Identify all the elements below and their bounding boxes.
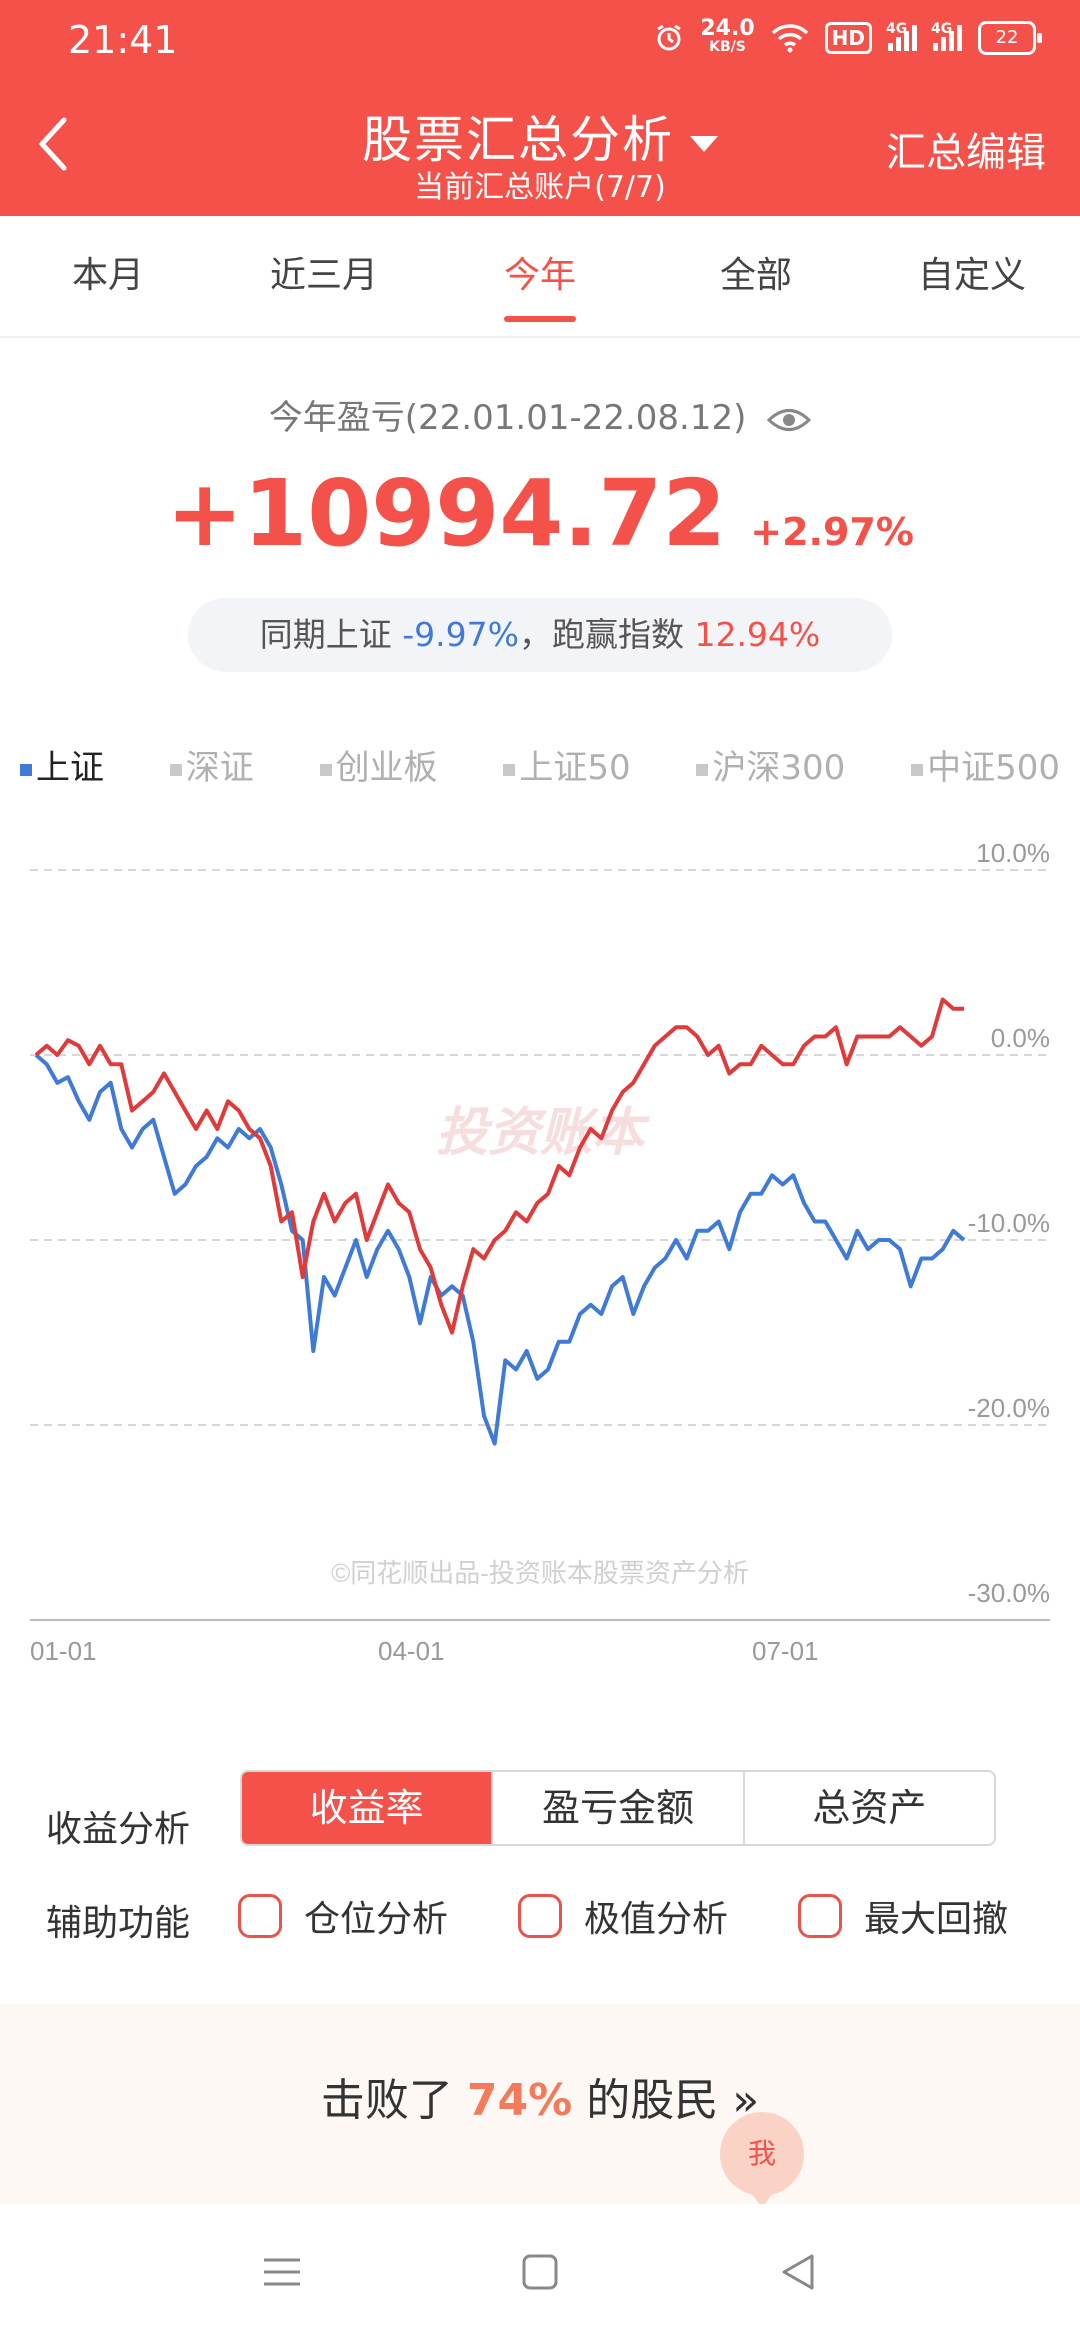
rank-text[interactable]: 击败了 74% 的股民 »: [320, 2075, 760, 2126]
y-tick-label: -30.0%: [968, 1578, 1050, 1608]
rank-percent: 74%: [466, 2075, 573, 2126]
pnl-percent: +2.97%: [750, 510, 914, 554]
checkbox-icon[interactable]: [518, 1894, 562, 1938]
period-tabs: 本月 近三月 今年 全部 自定义: [0, 216, 1080, 338]
legend-item-chinext[interactable]: 创业板: [319, 740, 438, 789]
battery-icon: 22: [978, 21, 1042, 55]
checkbox-extreme-analysis[interactable]: 极值分析: [518, 1890, 728, 1942]
series-line-index: [34, 1053, 966, 1446]
checkbox-icon[interactable]: [238, 1894, 282, 1938]
return-chart[interactable]: 10.0% 0.0% -10.0% -20.0% -30.0% 01-01 04-01 07-…: [0, 820, 1080, 1700]
pnl-amount: +10994.72: [166, 460, 727, 567]
home-square-icon[interactable]: [520, 2252, 560, 2292]
aux-label: 辅助功能: [46, 1903, 191, 1944]
option-pnl-amount[interactable]: 盈亏金额: [491, 1772, 742, 1844]
legend-item-shanghai[interactable]: 上证: [20, 740, 104, 789]
caret-down-icon[interactable]: [690, 135, 718, 152]
outperform-value: 12.94%: [694, 615, 821, 654]
eye-icon[interactable]: [767, 405, 812, 435]
chart-credit: ©同花顺出品-投资账本股票资产分析: [331, 1558, 749, 1588]
status-time: 21:41: [68, 18, 178, 62]
pnl-range-label: 今年盈亏(22.01.01-22.08.12): [0, 390, 1080, 439]
status-icons: 24.0 KB/S HD 4G 4G 22: [654, 16, 1042, 56]
menu-icon[interactable]: [262, 2252, 302, 2292]
wifi-icon: [771, 24, 808, 53]
hd-badge: HD: [824, 22, 872, 54]
back-triangle-icon[interactable]: [778, 2252, 818, 2292]
x-tick-label: 04-01: [378, 1636, 445, 1666]
network-speed: 24.0 KB/S: [700, 16, 755, 56]
tab-this-year[interactable]: 今年: [432, 216, 648, 336]
x-tick-label: 01-01: [30, 1636, 97, 1666]
tab-three-months[interactable]: 近三月: [269, 255, 378, 296]
y-tick-label: -20.0%: [968, 1393, 1050, 1423]
option-return-rate[interactable]: 收益率: [242, 1772, 492, 1844]
current-account-label: 当前汇总账户(7/7): [414, 170, 666, 205]
system-nav-bar: [0, 2204, 1080, 2340]
tab-all[interactable]: 全部: [719, 255, 792, 296]
rank-banner[interactable]: 击败了 74% 的股民 »: [0, 2004, 1080, 2204]
checkbox-max-drawdown[interactable]: 最大回撤: [798, 1890, 1008, 1942]
y-tick-label: 0.0%: [991, 1023, 1050, 1053]
back-arrow-icon[interactable]: [30, 112, 78, 176]
chart-watermark: 投资账本: [436, 1104, 650, 1162]
checkbox-icon[interactable]: [798, 1894, 842, 1938]
option-total-assets[interactable]: 总资产: [742, 1772, 994, 1844]
legend-item-sse50[interactable]: 上证50: [503, 740, 631, 789]
analysis-segmented-control: 收益率 盈亏金额 总资产: [240, 1770, 996, 1846]
tab-custom[interactable]: 自定义: [917, 255, 1026, 296]
index-return: -9.97%: [402, 615, 519, 654]
me-bubble[interactable]: 我: [720, 2112, 804, 2208]
signal-2-icon: 4G: [931, 21, 962, 51]
tab-this-month[interactable]: 本月: [71, 255, 144, 296]
legend-item-csi300[interactable]: 沪深300: [696, 740, 845, 789]
header-bar: 21:41 24.0 KB/S HD 4G 4G 22 股票汇总分析 当前汇总账户…: [0, 0, 1080, 216]
alarm-icon: [657, 24, 682, 51]
y-tick-label: 10.0%: [976, 838, 1050, 868]
page-title[interactable]: 股票汇总分析: [0, 100, 1080, 172]
series-line-portfolio: [34, 997, 964, 1335]
pnl-total: +10994.72 +2.97%: [0, 460, 1080, 567]
y-tick-label: -10.0%: [968, 1208, 1050, 1238]
index-comparison: 同期上证 -9.97%，跑赢指数 12.94%: [188, 598, 892, 672]
x-tick-label: 07-01: [752, 1636, 819, 1666]
index-legend: 上证 深证 创业板 上证50 沪深300 中证500: [20, 740, 1060, 789]
legend-item-csi500[interactable]: 中证500: [911, 740, 1060, 789]
summary-edit-button[interactable]: 汇总编辑: [886, 130, 1046, 176]
signal-1-icon: 4G: [886, 21, 917, 51]
legend-item-shenzhen[interactable]: 深证: [169, 740, 254, 789]
checkbox-position-analysis[interactable]: 仓位分析: [238, 1890, 448, 1942]
analysis-label: 收益分析: [46, 1809, 191, 1850]
